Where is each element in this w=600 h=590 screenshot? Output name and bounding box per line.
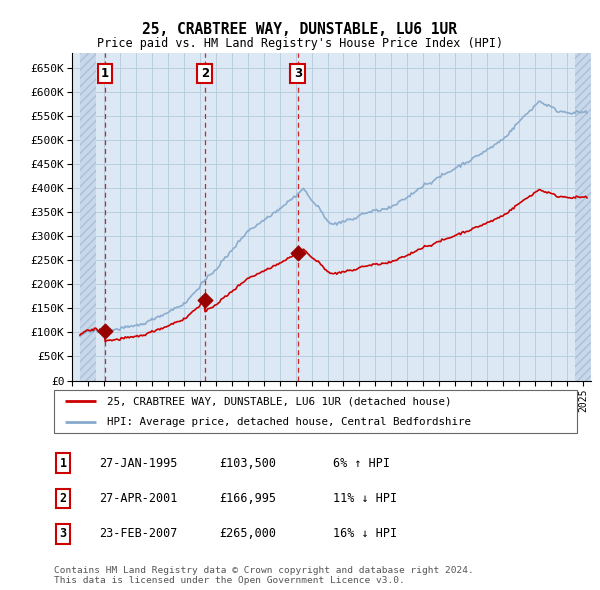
Text: 3: 3 (59, 527, 67, 540)
Bar (575, 53, 591, 381)
Text: 23-FEB-2007: 23-FEB-2007 (99, 527, 178, 540)
Text: 25, CRABTREE WAY, DUNSTABLE, LU6 1UR (detached house): 25, CRABTREE WAY, DUNSTABLE, LU6 1UR (de… (107, 396, 451, 407)
Text: Price paid vs. HM Land Registry's House Price Index (HPI): Price paid vs. HM Land Registry's House … (97, 37, 503, 50)
Text: 2: 2 (59, 492, 67, 505)
Text: 16% ↓ HPI: 16% ↓ HPI (333, 527, 397, 540)
Text: 1: 1 (59, 457, 67, 470)
Text: £166,995: £166,995 (219, 492, 276, 505)
Text: 27-JAN-1995: 27-JAN-1995 (99, 457, 178, 470)
Text: £265,000: £265,000 (219, 527, 276, 540)
Text: 3: 3 (294, 67, 302, 80)
Text: 25, CRABTREE WAY, DUNSTABLE, LU6 1UR: 25, CRABTREE WAY, DUNSTABLE, LU6 1UR (143, 22, 458, 37)
Text: 11% ↓ HPI: 11% ↓ HPI (333, 492, 397, 505)
Point (200, 296, 209, 305)
Text: Contains HM Land Registry data © Crown copyright and database right 2024.
This d: Contains HM Land Registry data © Crown c… (54, 566, 474, 585)
Bar (80, 53, 96, 381)
Point (293, 248, 302, 258)
Text: 6% ↑ HPI: 6% ↑ HPI (333, 457, 390, 470)
Text: 1: 1 (101, 67, 109, 80)
Text: £103,500: £103,500 (219, 457, 276, 470)
Point (100, 326, 110, 336)
Text: HPI: Average price, detached house, Central Bedfordshire: HPI: Average price, detached house, Cent… (107, 417, 471, 427)
FancyBboxPatch shape (54, 391, 577, 433)
Text: 27-APR-2001: 27-APR-2001 (99, 492, 178, 505)
Text: 2: 2 (201, 67, 209, 80)
